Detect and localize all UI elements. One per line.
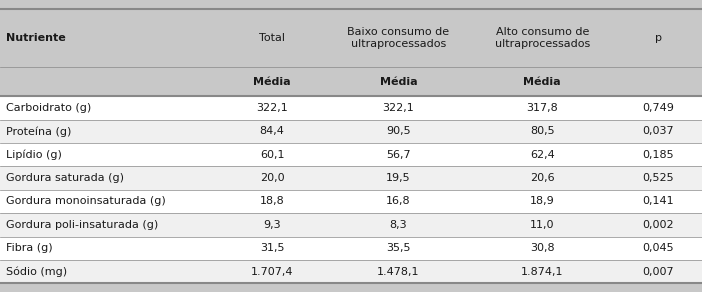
Text: 35,5: 35,5 [386,243,411,253]
Text: 19,5: 19,5 [386,173,411,183]
Text: 60,1: 60,1 [260,150,284,160]
Text: 1.707,4: 1.707,4 [251,267,293,277]
Text: 0,007: 0,007 [642,267,674,277]
Text: 1.874,1: 1.874,1 [521,267,564,277]
Text: 0,525: 0,525 [642,173,674,183]
Text: Proteína (g): Proteína (g) [6,126,71,137]
Text: 30,8: 30,8 [530,243,555,253]
Text: Fibra (g): Fibra (g) [6,243,52,253]
Text: Baixo consumo de
ultraprocessados: Baixo consumo de ultraprocessados [347,27,449,49]
Text: Gordura saturada (g): Gordura saturada (g) [6,173,124,183]
Text: 0,141: 0,141 [642,197,674,206]
Text: Gordura monoinsaturada (g): Gordura monoinsaturada (g) [6,197,166,206]
Text: 11,0: 11,0 [530,220,555,230]
Text: Alto consumo de
ultraprocessados: Alto consumo de ultraprocessados [495,27,590,49]
Text: 84,4: 84,4 [260,126,284,136]
Text: 0,037: 0,037 [642,126,674,136]
Bar [0,143,702,166]
Bar [0,9,702,96]
Text: 56,7: 56,7 [386,150,411,160]
Bar [0,260,702,283]
Text: Média: Média [524,77,561,87]
Text: p: p [655,33,661,43]
Text: 0,045: 0,045 [642,243,674,253]
Text: Nutriente: Nutriente [6,33,65,43]
Text: 9,3: 9,3 [263,220,281,230]
Text: 80,5: 80,5 [530,126,555,136]
Text: 18,9: 18,9 [530,197,555,206]
Bar [0,190,702,213]
Bar [0,96,702,120]
Bar [0,120,702,143]
Text: Lipídio (g): Lipídio (g) [6,150,62,160]
Text: 0,002: 0,002 [642,220,674,230]
Text: 20,6: 20,6 [530,173,555,183]
Text: 0,185: 0,185 [642,150,674,160]
Text: Total: Total [259,33,285,43]
Text: 20,0: 20,0 [260,173,284,183]
Text: Sódio (mg): Sódio (mg) [6,266,67,277]
Text: 322,1: 322,1 [256,103,288,113]
Text: 16,8: 16,8 [386,197,411,206]
Text: Gordura poli-insaturada (g): Gordura poli-insaturada (g) [6,220,158,230]
Bar [0,213,702,237]
Text: 62,4: 62,4 [530,150,555,160]
Text: 0,749: 0,749 [642,103,674,113]
Text: Carboidrato (g): Carboidrato (g) [6,103,91,113]
Text: 31,5: 31,5 [260,243,284,253]
Text: Média: Média [253,77,291,87]
Text: 322,1: 322,1 [383,103,414,113]
Text: 1.478,1: 1.478,1 [377,267,420,277]
Bar [0,237,702,260]
Bar [0,166,702,190]
Text: 8,3: 8,3 [390,220,407,230]
Text: 18,8: 18,8 [260,197,284,206]
Text: Média: Média [380,77,417,87]
Text: 317,8: 317,8 [526,103,558,113]
Text: 90,5: 90,5 [386,126,411,136]
